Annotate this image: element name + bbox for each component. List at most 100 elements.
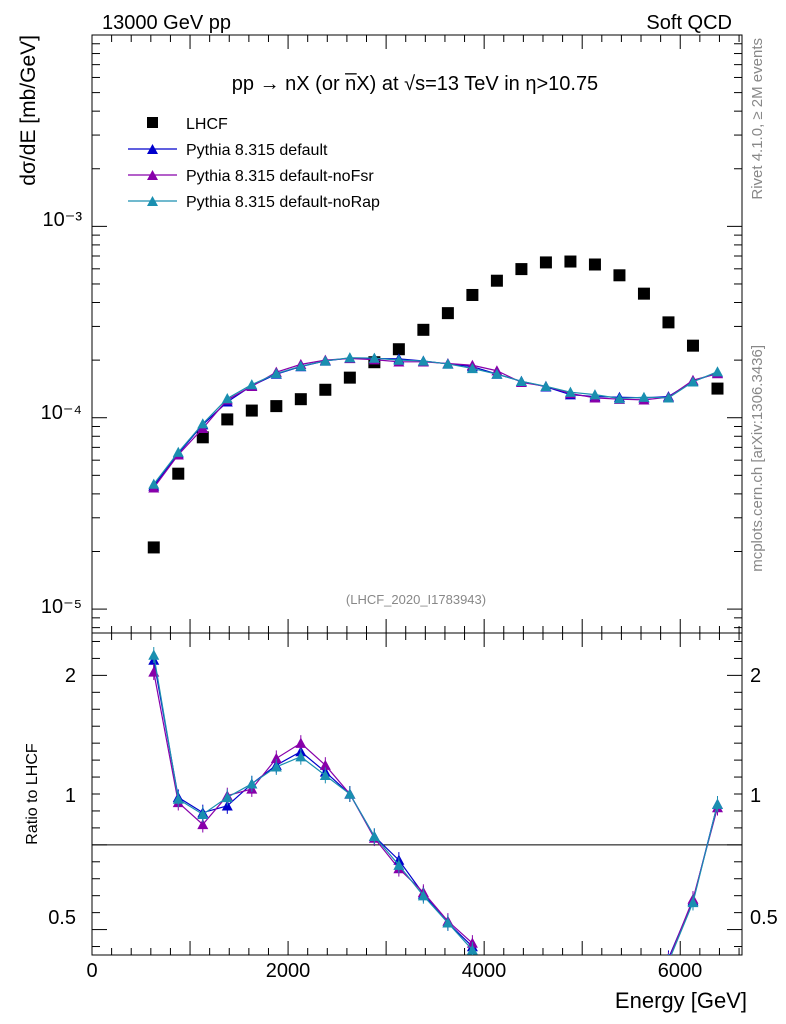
y-tick-label: 10⁻³ xyxy=(43,209,83,231)
data-point xyxy=(686,339,699,352)
series-line-noRap xyxy=(153,357,718,485)
ratio-marker-noRap xyxy=(172,793,184,804)
ratio-marker-noRap xyxy=(368,830,380,842)
legend-marker-nofsr xyxy=(147,170,158,180)
ratio-marker-noRap xyxy=(148,649,160,660)
series-marker-noRap xyxy=(638,391,650,402)
series-marker-noRap xyxy=(148,478,160,489)
ratio-y-tick-label: 0.5 xyxy=(48,907,76,929)
series-marker-noRap xyxy=(515,375,527,386)
ratio-line-default xyxy=(669,804,719,955)
x-tick-label: 2000 xyxy=(266,960,311,982)
ratio-marker-noRap xyxy=(197,808,209,820)
ratio-marker-noRap xyxy=(295,751,307,762)
rivet-label: Rivet 4.1.0, ≥ 2M events xyxy=(749,38,766,200)
plot-title: pp → nX (or n̅X) at √s=13 TeV in η>10.75 xyxy=(232,72,598,95)
data-point xyxy=(490,274,503,287)
ratio-marker-noRap xyxy=(344,788,356,799)
series-marker-noRap xyxy=(393,354,405,365)
legend-label: LHCF xyxy=(186,116,228,133)
main-series xyxy=(147,255,724,554)
ratio-marker-noRap xyxy=(221,791,233,803)
data-point xyxy=(613,269,626,282)
series-marker-noRap xyxy=(564,386,576,397)
series-marker-noRap xyxy=(319,355,331,366)
series-marker-noRap xyxy=(442,358,454,369)
data-point xyxy=(588,258,601,271)
ratio-marker-noRap xyxy=(270,761,282,772)
x-ticks xyxy=(91,35,740,955)
ratio-line-noFsr xyxy=(153,671,473,944)
data-point xyxy=(270,400,283,413)
series-marker-noRap xyxy=(246,379,258,390)
legend-label: Pythia 8.315 default-noFsr xyxy=(186,168,374,185)
series-marker-noRap xyxy=(687,376,699,387)
ratio-line-noRap xyxy=(670,804,719,955)
x-tick-label: 0 xyxy=(86,960,97,982)
data-point xyxy=(147,541,160,554)
series-marker-noRap xyxy=(172,446,184,457)
ratio-marker-noRap xyxy=(711,798,723,809)
data-point xyxy=(637,287,650,300)
series-marker-noRap xyxy=(295,360,307,371)
series-marker-noRap xyxy=(344,352,356,363)
data-point xyxy=(417,323,430,336)
ratio-y-tick-label: 2 xyxy=(65,665,76,687)
data-point xyxy=(245,404,258,417)
x-tick-label: 6000 xyxy=(658,960,703,982)
ratio-marker-noRap xyxy=(466,944,478,955)
legend-marker-default xyxy=(147,144,158,154)
data-point xyxy=(466,288,479,301)
ratio-marker-default xyxy=(221,800,233,811)
data-point xyxy=(172,467,185,480)
data-point xyxy=(392,343,405,356)
y-tick-label: 10⁻⁴ xyxy=(41,402,82,424)
data-point xyxy=(441,307,454,320)
ratio-series xyxy=(148,647,723,955)
ratio-y-tick-label-right: 1 xyxy=(750,785,761,807)
y-tick-label: 10⁻⁵ xyxy=(41,596,82,618)
series-line-default xyxy=(153,357,718,487)
data-point xyxy=(221,413,234,426)
x-tick-label: 4000 xyxy=(462,960,507,982)
ratio-y-tick-label: 1 xyxy=(65,785,76,807)
legend: LHCF Pythia 8.315 default Pythia 8.315 d… xyxy=(128,116,380,211)
mcplots-label: mcplots.cern.ch [arXiv:1306.3436] xyxy=(749,345,766,572)
data-point xyxy=(343,371,356,384)
series-line-noFsr xyxy=(153,357,718,489)
series-marker-noRap xyxy=(197,418,209,429)
ratio-axis-label: Ratio to LHCF xyxy=(24,743,41,845)
ratio-marker-noRap xyxy=(687,896,699,908)
data-point xyxy=(196,431,209,444)
data-point xyxy=(319,383,332,396)
header-left: 13000 GeV pp xyxy=(102,12,231,34)
data-point xyxy=(515,263,528,276)
ratio-marker-noRap xyxy=(319,769,331,781)
series-marker-noRap xyxy=(662,392,674,403)
series-marker-noRap xyxy=(368,352,380,363)
legend-label: Pythia 8.315 default xyxy=(186,142,328,159)
x-axis-label: Energy [GeV] xyxy=(615,988,747,1013)
ratio-marker-noFsr xyxy=(295,737,307,748)
series-marker-noRap xyxy=(711,366,723,377)
ratio-marker-noRap xyxy=(442,917,454,928)
series-marker-noRap xyxy=(270,368,282,379)
ratio-line-default xyxy=(153,660,473,947)
ratio-y-ticks xyxy=(92,640,742,948)
series-marker-noRap xyxy=(540,380,552,391)
ratio-marker-noFsr xyxy=(319,759,331,770)
ratio-marker-noFsr xyxy=(197,819,209,830)
data-point xyxy=(539,256,552,269)
series-marker-noRap xyxy=(613,393,625,404)
series-marker-noRap xyxy=(466,362,478,374)
main-y-ticks xyxy=(92,34,742,629)
series-marker-noRap xyxy=(417,355,429,366)
legend-label: Pythia 8.315 default-noRap xyxy=(186,194,380,211)
legend-marker-lhcf xyxy=(147,117,158,128)
data-point xyxy=(294,393,307,406)
data-point xyxy=(564,255,577,268)
data-point xyxy=(711,382,724,395)
ratio-marker-noRap xyxy=(393,859,405,870)
ratio-line-noRap xyxy=(153,654,473,951)
